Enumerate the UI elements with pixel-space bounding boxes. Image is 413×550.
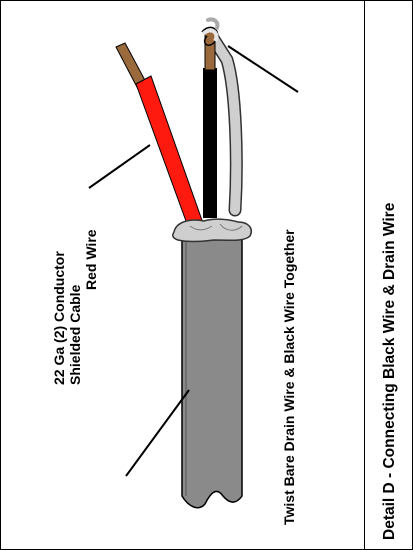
- shield-foil-creases: [189, 223, 243, 231]
- drain-wire-end: [206, 17, 220, 30]
- drain-wire: [208, 33, 242, 215]
- wire-twist-highlight: [201, 28, 219, 43]
- shield-foil: [172, 218, 252, 243]
- detail-title: Detail D - Connecting Black Wire & Drain…: [381, 202, 398, 540]
- twist-label: Twist Bare Drain Wire & Black Wire Toget…: [281, 229, 297, 525]
- black-wire: [203, 68, 217, 218]
- cable-jacket: [181, 227, 243, 509]
- cable-label-line1: 22 Ga (2) Conductor: [51, 251, 67, 385]
- twist-leader-line: [227, 45, 299, 93]
- cable-leader-line: [125, 389, 190, 477]
- red-wire-leader-line: [88, 144, 151, 189]
- red-wire-label: Red Wire: [83, 229, 99, 290]
- cable-label-line2: Shielded Cable: [67, 284, 83, 385]
